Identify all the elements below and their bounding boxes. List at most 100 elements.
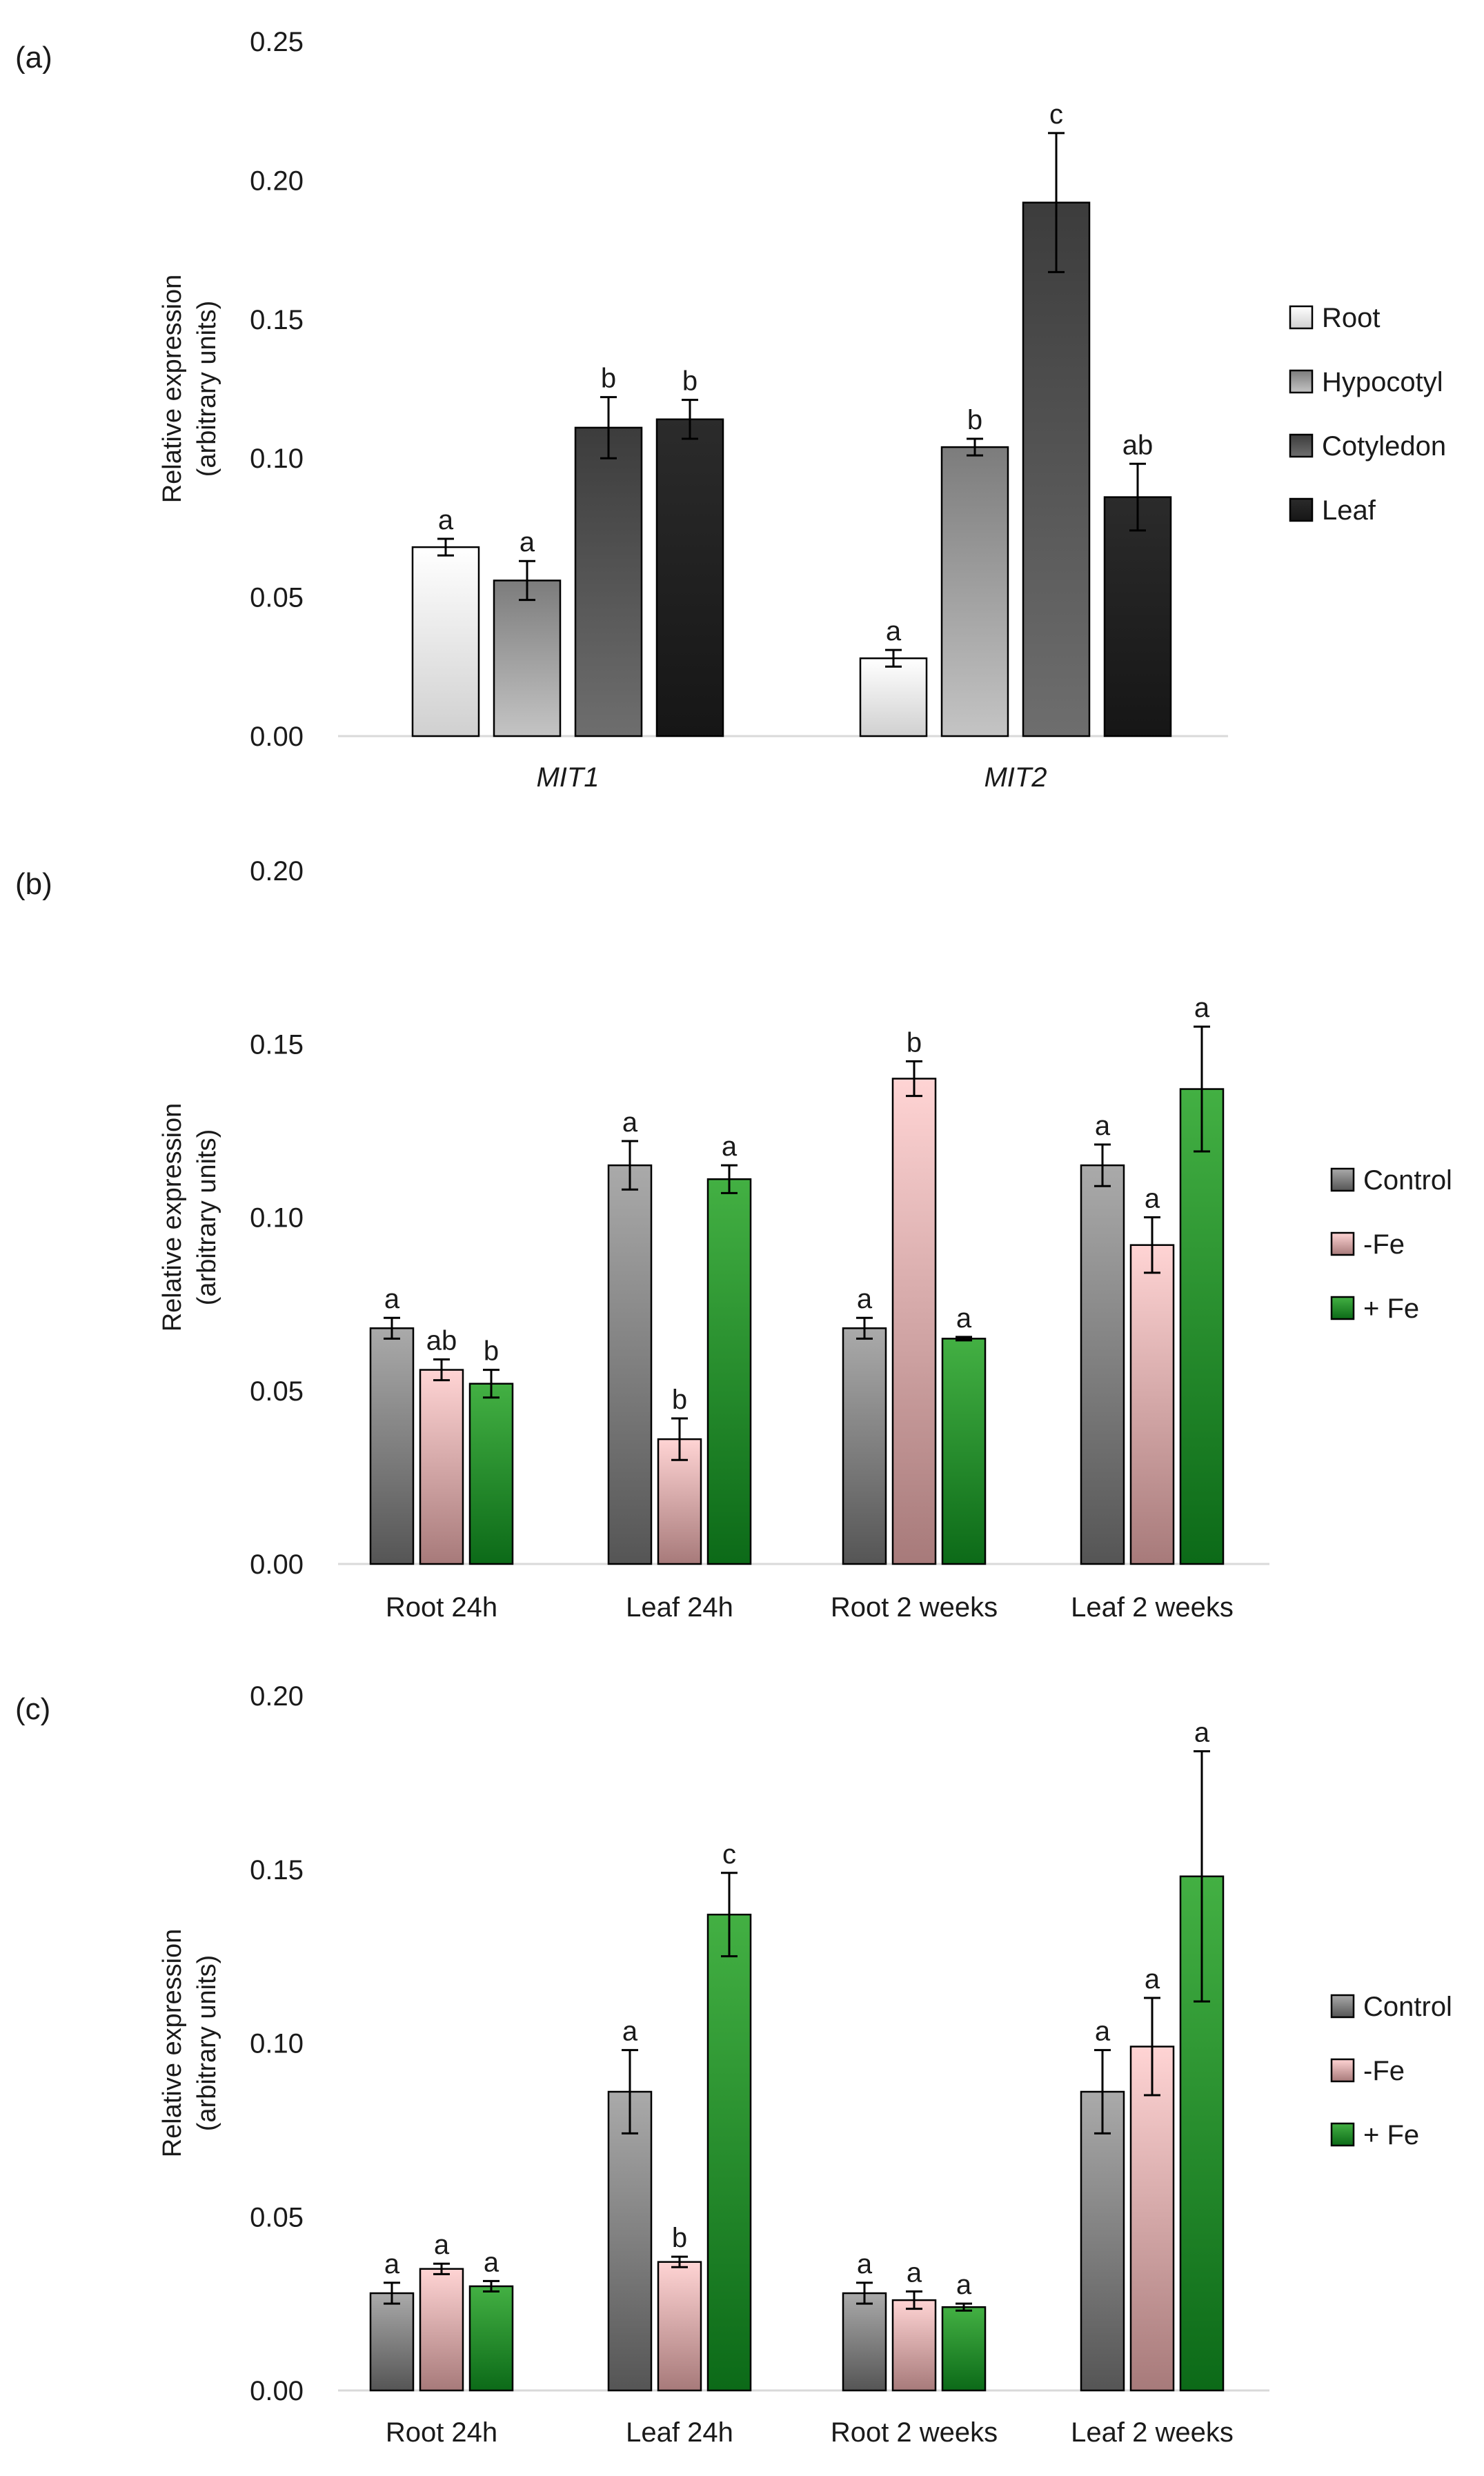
- bar: [1179, 1088, 1225, 1565]
- significance-label: b: [672, 1385, 687, 1415]
- bar: [411, 546, 480, 737]
- y-tick-label: 0.20: [250, 1681, 304, 1712]
- bar: [419, 1369, 464, 1565]
- legend-swatch: [1289, 433, 1314, 458]
- bar: [419, 2268, 464, 2392]
- bar: [941, 1338, 987, 1565]
- y-axis-label-units: (arbitrary units): [192, 1955, 221, 2132]
- significance-label: a: [384, 2249, 400, 2279]
- significance-label: a: [484, 2247, 499, 2277]
- panel-label: (a): [15, 41, 52, 75]
- y-tick-label: 0.05: [250, 1376, 304, 1407]
- x-category-label: Leaf 2 weeks: [1071, 1592, 1234, 1623]
- legend-swatch: [1330, 2122, 1355, 2147]
- y-axis-label: Relative expression: [158, 275, 187, 504]
- significance-label: a: [886, 616, 902, 646]
- x-category-label: Root 24h: [386, 2417, 497, 2448]
- bar: [607, 1164, 653, 1565]
- bar: [842, 1327, 887, 1565]
- legend-swatch: [1330, 1296, 1355, 1320]
- significance-label: a: [1145, 1964, 1160, 1994]
- y-tick-label: 0.15: [250, 305, 304, 335]
- panel-2: (c) 0.00 0.05 0.10 0.15 0.20 Relative expressi…: [15, 1681, 1452, 2448]
- significance-label: b: [672, 2223, 687, 2253]
- legend-label: + Fe: [1363, 1294, 1419, 1324]
- y-tick-label: 0.05: [250, 2202, 304, 2232]
- y-tick-label: 0.20: [250, 166, 304, 196]
- bar: [842, 2292, 887, 2392]
- legend-label: -Fe: [1363, 2056, 1405, 2086]
- x-category-label: Root 24h: [386, 1592, 497, 1623]
- legend-swatch: [1289, 497, 1314, 522]
- significance-label: ab: [1122, 430, 1154, 460]
- panel-1: (b) 0.00 0.05 0.10 0.15 0.20 Relative expressi…: [15, 856, 1452, 1623]
- significance-label: a: [434, 2230, 450, 2260]
- x-category-label: Leaf 24h: [626, 1592, 733, 1623]
- panel-label: (c): [15, 1692, 50, 1726]
- significance-label: a: [384, 1284, 400, 1314]
- significance-label: a: [1095, 2017, 1111, 2047]
- y-tick-label: 0.05: [250, 583, 304, 613]
- y-axis-label: Relative expression: [158, 1103, 187, 1332]
- significance-label: a: [956, 1303, 972, 1334]
- bar: [657, 2261, 702, 2392]
- legend-label: -Fe: [1363, 1229, 1405, 1260]
- y-tick-label: 0.20: [250, 856, 304, 887]
- bar: [574, 426, 643, 737]
- significance-label: b: [601, 364, 616, 394]
- bar: [1080, 2090, 1125, 2392]
- x-category-label: MIT2: [984, 762, 1047, 793]
- legend-label: Hypocotyl: [1322, 367, 1443, 397]
- x-category-label: Root 2 weeks: [831, 2417, 998, 2448]
- significance-label: b: [967, 405, 982, 435]
- significance-label: a: [857, 1284, 873, 1314]
- bar: [941, 2306, 987, 2392]
- bar: [493, 580, 562, 737]
- significance-label: a: [956, 2270, 972, 2300]
- y-tick-label: 0.15: [250, 1029, 304, 1060]
- y-tick-label: 0.25: [250, 27, 304, 57]
- legend-swatch: [1289, 305, 1314, 330]
- bar: [859, 657, 928, 737]
- bar: [655, 418, 724, 737]
- legend-label: Control: [1363, 1992, 1452, 2022]
- legend-swatch: [1330, 1231, 1355, 1256]
- legend-label: Cotyledon: [1322, 431, 1446, 462]
- y-tick-label: 0.00: [250, 722, 304, 752]
- significance-label: a: [907, 2258, 922, 2288]
- x-category-label: Root 2 weeks: [831, 1592, 998, 1623]
- y-tick-label: 0.10: [250, 1203, 304, 1234]
- significance-label: c: [1049, 99, 1063, 130]
- significance-label: ab: [426, 1326, 457, 1356]
- legend-swatch: [1289, 369, 1314, 394]
- significance-label: a: [622, 1107, 638, 1138]
- significance-label: a: [1194, 1718, 1210, 1748]
- y-tick-label: 0.10: [250, 444, 304, 474]
- bar: [369, 2292, 415, 2392]
- y-axis-label-units: (arbitrary units): [192, 1129, 221, 1306]
- bar: [706, 1913, 752, 2392]
- bar: [940, 446, 1009, 737]
- y-tick-label: 0.15: [250, 1855, 304, 1885]
- legend-swatch: [1330, 2058, 1355, 2083]
- significance-label: a: [1194, 993, 1210, 1023]
- bar: [891, 2299, 937, 2392]
- y-axis-label-units: (arbitrary units): [192, 301, 221, 477]
- panel-label: (b): [15, 867, 52, 901]
- y-axis-label: Relative expression: [158, 1929, 187, 2158]
- significance-label: a: [857, 2249, 873, 2279]
- legend-label: Leaf: [1322, 495, 1376, 526]
- significance-label: b: [907, 1027, 922, 1058]
- legend-label: Root: [1322, 303, 1381, 333]
- bar: [1129, 1244, 1175, 1565]
- legend-swatch: [1330, 1994, 1355, 2019]
- bar: [607, 2090, 653, 2392]
- significance-label: a: [520, 527, 535, 557]
- bar: [468, 1383, 514, 1565]
- bar: [1129, 2046, 1175, 2392]
- bar: [706, 1178, 752, 1565]
- significance-label: c: [722, 1839, 736, 1870]
- significance-label: a: [622, 2017, 638, 2047]
- x-category-label: MIT1: [536, 762, 599, 793]
